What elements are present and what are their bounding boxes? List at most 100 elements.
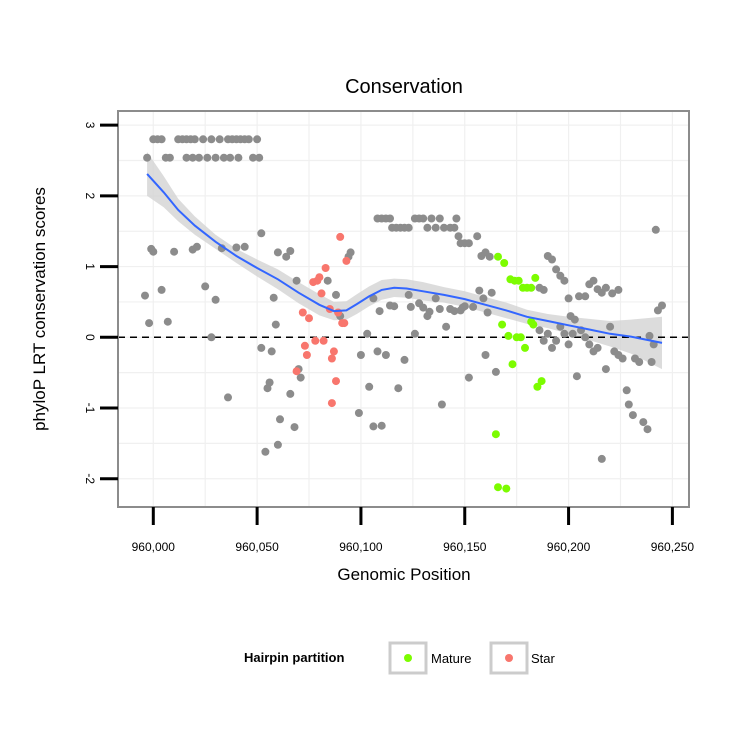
legend-title: Hairpin partition <box>244 650 344 665</box>
legend-label-star: Star <box>531 651 556 666</box>
data-point-other <box>157 135 166 144</box>
data-point-other <box>215 135 224 144</box>
data-point-mature <box>498 320 507 329</box>
data-point-other <box>575 292 583 301</box>
data-point-other <box>390 302 399 311</box>
data-point-other <box>211 153 220 162</box>
data-point-other <box>437 400 446 409</box>
data-point-other <box>628 411 637 420</box>
data-point-mature <box>533 382 542 391</box>
data-point-other <box>639 418 648 427</box>
x-tick-label: 960,000 <box>132 540 176 554</box>
data-point-star <box>305 314 313 323</box>
data-point-other <box>354 409 363 417</box>
data-point-other <box>386 214 394 223</box>
data-point-other <box>601 365 610 374</box>
data-point-other <box>273 440 282 449</box>
data-point-other <box>410 329 419 338</box>
data-point-other <box>323 276 332 285</box>
data-point-other <box>400 355 409 364</box>
data-point-star <box>327 399 336 408</box>
data-point-star <box>298 308 307 317</box>
data-point-other <box>195 153 203 162</box>
data-point-star <box>311 336 320 345</box>
legend-label-mature: Mature <box>431 651 471 666</box>
data-point-other <box>473 232 482 241</box>
data-point-other <box>404 223 413 232</box>
data-point-other <box>589 276 598 285</box>
data-point-other <box>475 286 484 295</box>
data-point-star <box>327 354 336 363</box>
data-point-other <box>601 283 610 292</box>
data-point-other <box>269 293 278 302</box>
data-point-other <box>282 252 291 261</box>
confidence-ribbon <box>147 152 663 370</box>
data-point-other <box>157 285 166 294</box>
y-tick-label: 3 <box>83 122 97 129</box>
data-point-other <box>190 135 199 144</box>
data-point-other <box>581 333 590 342</box>
data-point-star <box>292 367 301 376</box>
scatter-points <box>141 135 666 493</box>
data-point-mature <box>508 360 517 369</box>
data-point-other <box>188 153 197 162</box>
data-point-other <box>276 415 284 424</box>
data-point-other <box>606 322 615 331</box>
data-point-mature <box>502 484 511 493</box>
data-point-mature <box>500 259 509 267</box>
data-point-other <box>423 223 432 232</box>
data-point-other <box>539 336 548 345</box>
data-point-other <box>265 378 274 387</box>
data-point-other <box>614 285 623 294</box>
data-point-other <box>226 153 235 162</box>
data-point-other <box>234 153 243 162</box>
data-point-mature <box>537 377 546 386</box>
data-point-other <box>145 319 154 328</box>
data-point-star <box>315 273 324 282</box>
data-point-other <box>419 303 428 312</box>
data-point-other <box>249 153 257 162</box>
data-point-other <box>257 229 266 238</box>
data-point-other <box>292 276 301 285</box>
data-point-mature <box>504 331 513 340</box>
data-point-mature <box>494 252 502 261</box>
data-point-other <box>442 322 451 331</box>
data-point-other <box>653 306 662 315</box>
y-tick-label: 1 <box>83 263 97 270</box>
smooth-trend-line <box>146 173 663 344</box>
data-point-other <box>581 292 590 301</box>
data-point-other <box>211 295 220 304</box>
data-point-other <box>539 285 548 294</box>
data-point-other <box>643 425 652 434</box>
data-point-other <box>464 239 473 248</box>
data-point-star <box>340 319 349 328</box>
data-point-star <box>319 336 328 345</box>
data-point-other <box>419 214 428 223</box>
data-point-star <box>329 347 338 356</box>
data-point-other <box>452 214 461 223</box>
data-point-other <box>143 153 152 162</box>
data-point-other <box>261 447 270 456</box>
y-tick-label: 0 <box>83 334 97 341</box>
data-point-star <box>334 308 343 317</box>
data-point-star <box>302 351 311 359</box>
data-point-other <box>373 347 382 356</box>
data-point-other <box>435 214 444 223</box>
data-point-other <box>255 153 264 162</box>
data-point-other <box>201 282 210 291</box>
data-point-star <box>336 232 345 241</box>
data-point-other <box>564 294 573 303</box>
data-point-other <box>182 153 191 162</box>
data-point-other <box>267 347 276 356</box>
data-point-other <box>552 336 561 345</box>
data-point-other <box>240 242 249 251</box>
y-tick-label: -1 <box>83 403 97 414</box>
data-point-other <box>481 351 490 359</box>
data-point-other <box>464 373 473 382</box>
data-point-other <box>381 351 390 359</box>
legend-swatch-mature <box>404 654 412 662</box>
data-point-other <box>548 343 556 352</box>
data-point-other <box>406 302 415 311</box>
data-point-other <box>491 367 500 376</box>
